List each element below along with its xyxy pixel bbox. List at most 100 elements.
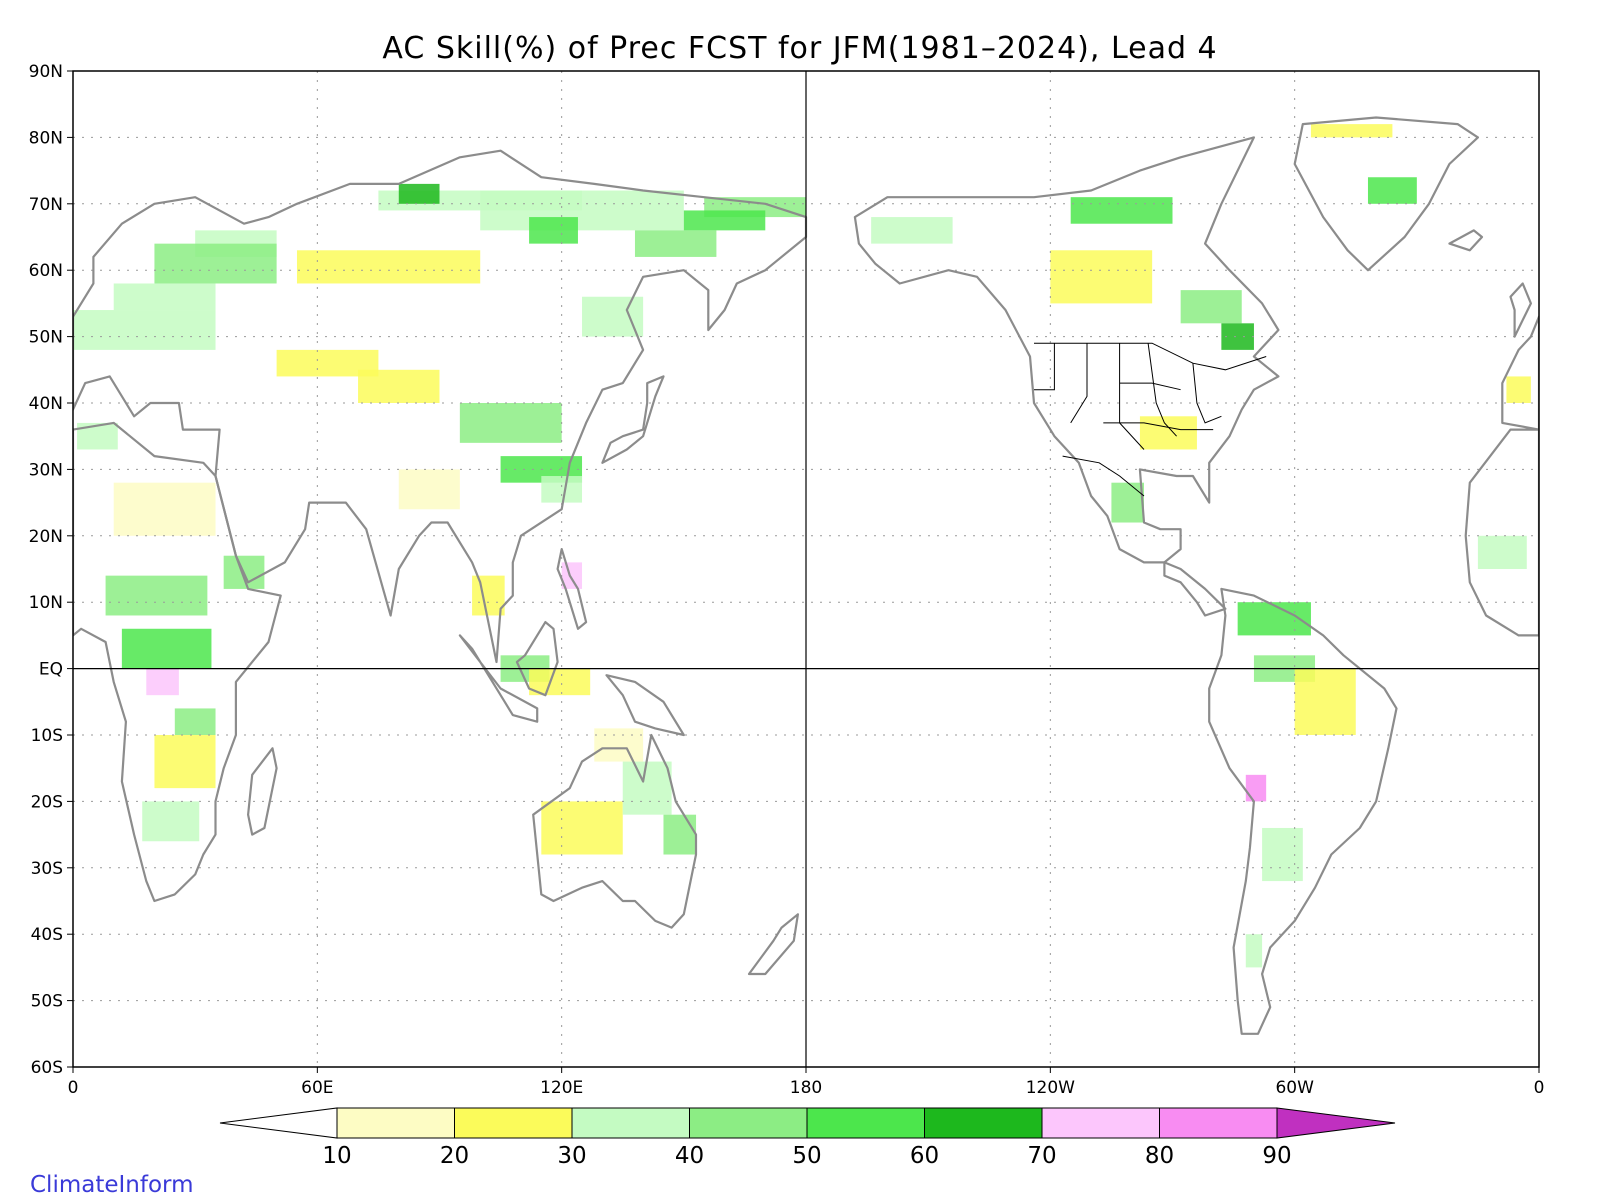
coastline-west-africa xyxy=(1464,428,1539,637)
colorbar-segment xyxy=(454,1107,573,1139)
coastline-eurasia xyxy=(73,149,808,664)
skill-cell xyxy=(1050,250,1153,304)
lat-tick-label: 50S xyxy=(31,992,63,1012)
lon-tick-label: 60E xyxy=(301,1078,333,1098)
colorbar-label: 10 xyxy=(322,1143,351,1169)
lat-tick-label: 90N xyxy=(29,62,63,82)
skill-cell xyxy=(1294,668,1356,735)
coastline-new-zealand xyxy=(747,913,799,976)
skill-cell xyxy=(398,183,440,204)
skill-cell xyxy=(663,814,697,855)
state-border xyxy=(1034,343,1055,391)
colorbar-segment xyxy=(924,1107,1043,1139)
coastline-iceland xyxy=(1448,229,1484,252)
skill-cell xyxy=(541,801,623,855)
lat-tick-label: 20S xyxy=(31,792,63,812)
lat-tick-label: 10S xyxy=(31,726,63,746)
lat-tick-label: 30S xyxy=(31,859,63,879)
lat-tick-label: EQ xyxy=(39,660,63,680)
skill-cell xyxy=(1367,177,1417,204)
state-borders xyxy=(1034,342,1267,497)
colorbar-segment xyxy=(571,1107,690,1139)
lat-tick-label: 60N xyxy=(29,261,63,281)
colorbar-label: 30 xyxy=(557,1143,586,1169)
state-border xyxy=(1147,343,1177,437)
skill-cell xyxy=(142,801,200,842)
skill-cell xyxy=(146,668,179,696)
lat-tick-label: 30N xyxy=(29,460,63,480)
skill-cell xyxy=(1310,124,1393,138)
skill-cell xyxy=(296,250,481,284)
coastlines xyxy=(73,116,1539,1035)
lon-tick-label: 0 xyxy=(1534,1078,1545,1098)
coastline-philippines xyxy=(556,548,588,630)
lon-tick-label: 120E xyxy=(540,1078,583,1098)
colorbar-label: 20 xyxy=(440,1143,469,1169)
lon-tick-label: 60W xyxy=(1275,1078,1314,1098)
coastline-madagascar xyxy=(247,747,278,836)
colorbar-segment xyxy=(1159,1107,1278,1139)
skill-cell xyxy=(105,575,208,616)
latitude-axis: 90N 80N 70N 60N 50N 40N 30N 20N 10N EQ 10S 20S 30S 40… xyxy=(29,62,73,1078)
skill-cell xyxy=(683,210,766,231)
skill-cell xyxy=(1070,197,1173,224)
coastline-japan xyxy=(601,375,665,464)
lat-tick-label: 60S xyxy=(31,1058,63,1078)
skill-cell xyxy=(154,735,216,789)
lat-tick-label: 20N xyxy=(29,527,63,547)
skill-cell xyxy=(582,296,644,337)
colorbar: 10 20 30 40 50 60 70 80 90 xyxy=(219,1107,1396,1169)
colorbar-label: 90 xyxy=(1262,1143,1291,1169)
coastline-borneo xyxy=(515,621,559,697)
skill-cell xyxy=(529,217,578,244)
lat-tick-label: 40N xyxy=(29,394,63,414)
reference-lines xyxy=(73,71,1539,1067)
colorbar-label: 80 xyxy=(1145,1143,1174,1169)
skill-cell xyxy=(174,708,216,735)
lat-tick-label: 10N xyxy=(29,593,63,613)
map-area xyxy=(73,71,1539,1067)
skill-cell xyxy=(594,728,644,762)
lon-tick-label: 120W xyxy=(1026,1078,1075,1098)
skill-cell xyxy=(73,310,216,350)
coastline-europe-west xyxy=(1501,315,1539,431)
colorbar-label: 50 xyxy=(792,1143,821,1169)
skill-cell xyxy=(358,369,440,403)
lat-tick-label: 40S xyxy=(31,925,63,945)
skill-cell xyxy=(398,469,460,510)
skill-cell xyxy=(622,761,672,815)
coastline-new-guinea xyxy=(605,674,685,737)
coastline-greenland xyxy=(1293,116,1479,272)
coastline-north-america xyxy=(853,136,1280,564)
skill-cell xyxy=(121,628,212,669)
coastline-south-america xyxy=(1208,587,1398,1035)
colorbar-label: 70 xyxy=(1027,1143,1056,1169)
coastline-indonesia-west xyxy=(458,634,539,723)
colorbar-segment xyxy=(1041,1107,1160,1139)
colorbar-label: 40 xyxy=(675,1143,704,1169)
state-border xyxy=(1070,343,1088,424)
lat-tick-label: 80N xyxy=(29,128,63,148)
skill-cell xyxy=(1245,774,1267,802)
skill-cell xyxy=(113,283,216,311)
colorbar-label: 60 xyxy=(910,1143,939,1169)
longitude-axis: 0 60E 120E 180 120W 60W 0 xyxy=(68,1067,1545,1098)
skill-cell xyxy=(634,230,717,257)
skill-cell xyxy=(1262,827,1303,882)
skill-cell xyxy=(1245,934,1263,968)
credit-label: ClimateInform xyxy=(30,1172,194,1198)
lat-tick-label: 70N xyxy=(29,195,63,215)
skill-cell xyxy=(1111,482,1144,523)
map-title: AC Skill(%) of Prec FCST for JFM(1981–20… xyxy=(382,31,1217,66)
state-border xyxy=(1062,455,1145,497)
skill-cell xyxy=(459,403,562,443)
skill-cell xyxy=(480,190,684,231)
skill-cell xyxy=(1506,376,1531,403)
skill-cell xyxy=(1477,535,1527,569)
state-border xyxy=(1119,382,1181,391)
skill-cell xyxy=(529,668,591,696)
lon-tick-label: 180 xyxy=(790,1078,822,1098)
skill-cell xyxy=(541,476,583,503)
skill-cell xyxy=(871,217,953,244)
